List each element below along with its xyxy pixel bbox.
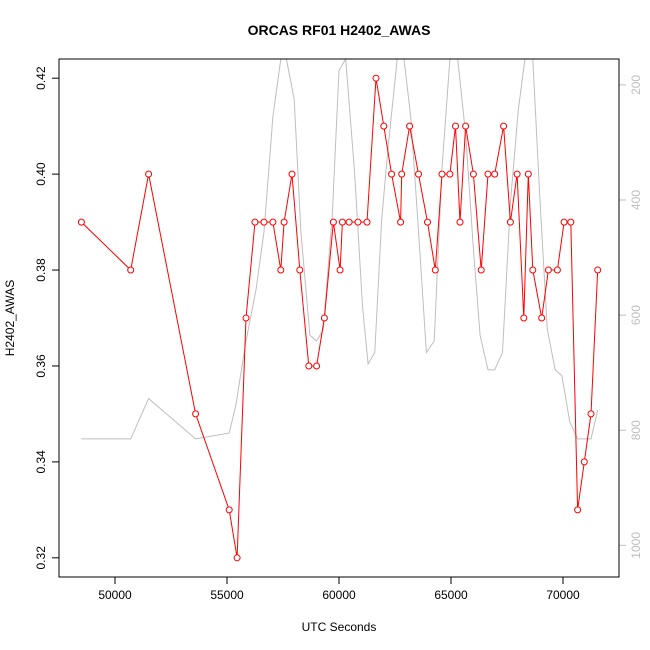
- plot-frame: [58, 58, 620, 578]
- data-point: [520, 314, 528, 322]
- data-point: [524, 170, 532, 178]
- x-tick-label: 70000: [546, 588, 580, 602]
- x-tick-label: 60000: [322, 588, 356, 602]
- data-point: [305, 362, 313, 370]
- y2-tick-label: 1000: [629, 532, 643, 559]
- data-point: [574, 506, 582, 514]
- data-point: [127, 266, 135, 274]
- x-tick-label: 50000: [98, 588, 132, 602]
- data-point: [269, 218, 277, 226]
- data-point: [277, 266, 285, 274]
- chart-title: ORCAS RF01 H2402_AWAS: [248, 22, 431, 38]
- data-point: [242, 314, 250, 322]
- data-point: [587, 410, 595, 418]
- y2-tick-label: 200: [629, 75, 643, 95]
- data-point: [225, 506, 233, 514]
- data-point: [529, 266, 537, 274]
- data-point: [380, 122, 388, 130]
- y-tick-label: 0.32: [34, 546, 48, 570]
- data-point: [469, 170, 477, 178]
- data-point: [338, 218, 346, 226]
- y2-tick-label: 600: [629, 305, 643, 325]
- data-point: [397, 218, 405, 226]
- data-point: [560, 218, 568, 226]
- data-point: [500, 122, 508, 130]
- y-tick-label: 0.38: [34, 258, 48, 282]
- data-point: [388, 170, 396, 178]
- data-point: [145, 170, 153, 178]
- primary-series-group: [77, 74, 602, 562]
- data-point: [345, 218, 353, 226]
- x-tick-label: 55000: [210, 588, 244, 602]
- data-point: [415, 170, 422, 178]
- data-point: [77, 218, 85, 226]
- x-axis-label: UTC Seconds: [302, 620, 377, 634]
- data-point: [446, 170, 454, 178]
- data-point: [438, 170, 446, 178]
- data-point: [233, 554, 241, 562]
- data-point: [280, 218, 288, 226]
- data-point: [398, 170, 406, 178]
- data-point: [313, 362, 321, 370]
- data-point: [260, 218, 268, 226]
- data-point: [484, 170, 492, 178]
- data-point: [406, 122, 414, 130]
- data-point: [538, 314, 546, 322]
- data-point: [594, 266, 602, 274]
- data-point: [329, 218, 337, 226]
- y-tick-label: 0.36: [34, 354, 48, 378]
- data-point: [477, 266, 485, 274]
- y2-tick-label: 400: [629, 190, 643, 210]
- data-point: [320, 314, 328, 322]
- data-point: [456, 218, 464, 226]
- data-point: [452, 122, 459, 130]
- data-point: [553, 266, 561, 274]
- data-point: [354, 218, 362, 226]
- data-point: [567, 218, 575, 226]
- axes-group: 50000 55000 60000 65000 70000 0.32 0.34 0.36 0.3…: [34, 66, 643, 602]
- data-point: [288, 170, 296, 178]
- primary-series-line: [81, 78, 599, 558]
- data-point: [192, 410, 200, 418]
- data-point: [251, 218, 259, 226]
- data-point: [296, 266, 304, 274]
- data-point: [363, 218, 371, 226]
- data-point: [424, 218, 431, 226]
- data-point: [372, 74, 380, 82]
- y-tick-label: 0.42: [34, 66, 48, 90]
- data-point: [431, 266, 439, 274]
- data-point: [506, 218, 514, 226]
- data-point: [544, 266, 552, 274]
- y2-tick-label: 800: [629, 420, 643, 440]
- data-point: [462, 122, 470, 130]
- data-point: [513, 170, 521, 178]
- y-tick-label: 0.40: [34, 162, 48, 186]
- x-tick-label: 65000: [434, 588, 468, 602]
- data-point: [580, 458, 588, 466]
- y-axis-label: H2402_AWAS: [3, 280, 17, 356]
- data-point: [491, 170, 499, 178]
- y-tick-label: 0.34: [34, 450, 48, 474]
- data-point: [336, 266, 344, 274]
